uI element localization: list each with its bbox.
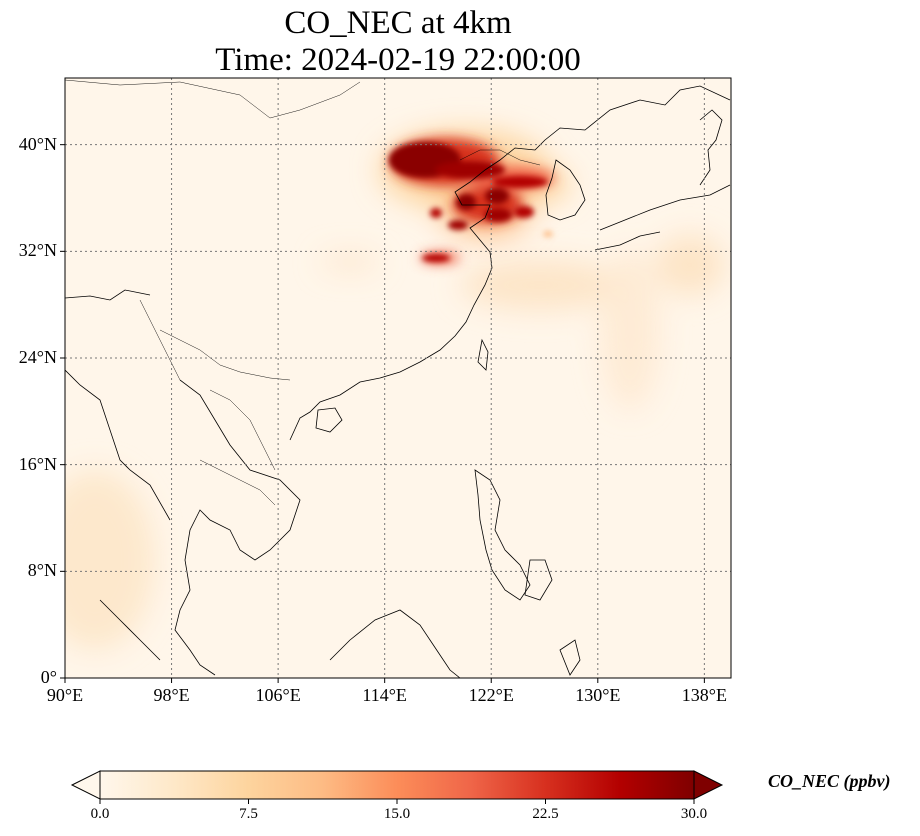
co-plume-layer (380, 130, 570, 264)
y-tick-label: 0° (40, 667, 57, 687)
x-tick-label: 98°E (153, 685, 190, 705)
gridlines (65, 78, 731, 678)
colorbar-label: CO_NEC (ppbv) (768, 771, 891, 791)
colorbar-max-extend (693, 770, 724, 800)
y-tick-label: 24°N (18, 347, 57, 367)
colorbar-tick-label: 22.5 (532, 806, 559, 822)
colorbar-tick-label: 15.0 (383, 806, 411, 822)
x-tick-label: 130°E (575, 685, 621, 705)
x-tick-label: 90°E (46, 685, 84, 705)
colorbar-tick-label: 7.5 (239, 806, 258, 822)
x-tick-label: 106°E (255, 685, 301, 705)
x-tick-label: 122°E (468, 685, 514, 705)
coastlines (65, 85, 731, 678)
colorbar-tick-label: 30.0 (680, 806, 708, 822)
colorbar-min-extend (70, 770, 101, 800)
y-tick-label: 8°N (27, 560, 57, 581)
colorbar-gradient (99, 770, 695, 800)
y-tick-label: 40°N (18, 133, 57, 154)
x-tick-label: 138°E (681, 685, 727, 705)
country-borders (65, 79, 541, 506)
x-tick-label: 114°E (362, 685, 407, 705)
map-frame (64, 77, 732, 679)
y-tick-label: 32°N (18, 240, 57, 261)
colorbar-tick-label: 0.0 (90, 806, 110, 822)
y-tick-label: 16°N (18, 453, 57, 474)
map-timestamp: Time: 2024-02-19 22:00:00 (215, 42, 581, 78)
background-haze (65, 235, 725, 650)
map-title: CO_NEC at 4km (284, 5, 512, 41)
